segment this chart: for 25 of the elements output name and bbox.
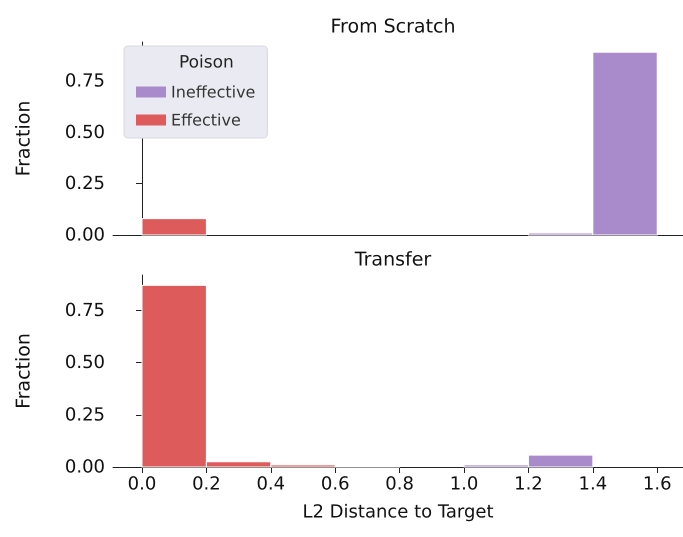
y-tick-label: 0.50 bbox=[64, 122, 105, 143]
legend-label: Effective bbox=[171, 110, 241, 130]
y-tick-label: 0.00 bbox=[64, 456, 105, 478]
chart-title: Transfer bbox=[354, 248, 432, 270]
x-axis-title: L2 Distance to Target bbox=[302, 502, 494, 522]
y-axis-title: Fraction bbox=[12, 100, 34, 176]
x-tick-label: 0.2 bbox=[192, 474, 221, 494]
y-tick-label: 0.50 bbox=[64, 352, 105, 374]
chart-title: From Scratch bbox=[330, 16, 456, 38]
x-tick-label: 0.4 bbox=[256, 474, 286, 494]
x-tick-label: 1.4 bbox=[578, 474, 608, 494]
x-tick-label: 1.2 bbox=[514, 474, 543, 494]
x-tick-label: 0.0 bbox=[128, 474, 156, 494]
y-tick-label: 0.75 bbox=[64, 70, 105, 92]
x-tick-label: 0.6 bbox=[320, 474, 350, 494]
legend-title: Poison bbox=[179, 52, 234, 72]
y-tick-label: 0.75 bbox=[64, 300, 105, 321]
x-tick-label: 1.0 bbox=[450, 474, 478, 494]
y-axis-title: Fraction bbox=[12, 333, 34, 409]
y-tick-label: 0.25 bbox=[64, 173, 105, 194]
x-tick-label: 1.6 bbox=[642, 474, 672, 494]
legend-label: Ineffective bbox=[171, 82, 256, 102]
y-tick-label: 0.00 bbox=[64, 224, 105, 246]
x-tick-label: 0.8 bbox=[385, 474, 414, 494]
y-tick-label: 0.25 bbox=[64, 404, 105, 426]
